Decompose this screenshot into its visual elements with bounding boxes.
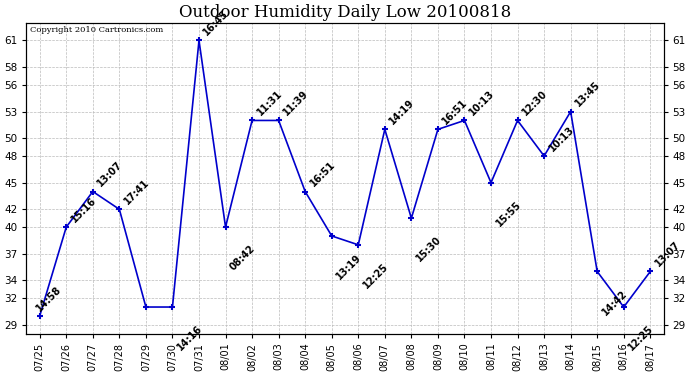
Text: 13:45: 13:45 xyxy=(573,80,602,109)
Text: 12:25: 12:25 xyxy=(361,261,390,291)
Text: 10:13: 10:13 xyxy=(547,124,576,153)
Text: 11:39: 11:39 xyxy=(282,88,310,118)
Text: 12:25: 12:25 xyxy=(627,324,655,352)
Text: 13:19: 13:19 xyxy=(335,253,364,282)
Text: 16:51: 16:51 xyxy=(441,98,470,126)
Text: 14:19: 14:19 xyxy=(388,98,417,126)
Text: 08:42: 08:42 xyxy=(228,244,257,273)
Text: 16:45: 16:45 xyxy=(201,9,230,38)
Text: 13:07: 13:07 xyxy=(96,160,125,189)
Text: 11:31: 11:31 xyxy=(255,88,284,118)
Text: 16:51: 16:51 xyxy=(308,160,337,189)
Title: Outdoor Humidity Daily Low 20100818: Outdoor Humidity Daily Low 20100818 xyxy=(179,4,511,21)
Text: 14:16: 14:16 xyxy=(175,324,204,352)
Text: 14:42: 14:42 xyxy=(600,288,629,317)
Text: 15:55: 15:55 xyxy=(494,199,523,228)
Text: 13:07: 13:07 xyxy=(653,240,682,269)
Text: 15:30: 15:30 xyxy=(414,235,443,264)
Text: Copyright 2010 Cartronics.com: Copyright 2010 Cartronics.com xyxy=(30,26,163,34)
Text: 15:16: 15:16 xyxy=(69,195,98,224)
Text: 17:41: 17:41 xyxy=(122,177,151,207)
Text: 10:13: 10:13 xyxy=(467,88,496,118)
Text: 12:30: 12:30 xyxy=(520,88,549,118)
Text: 14:58: 14:58 xyxy=(34,284,63,313)
